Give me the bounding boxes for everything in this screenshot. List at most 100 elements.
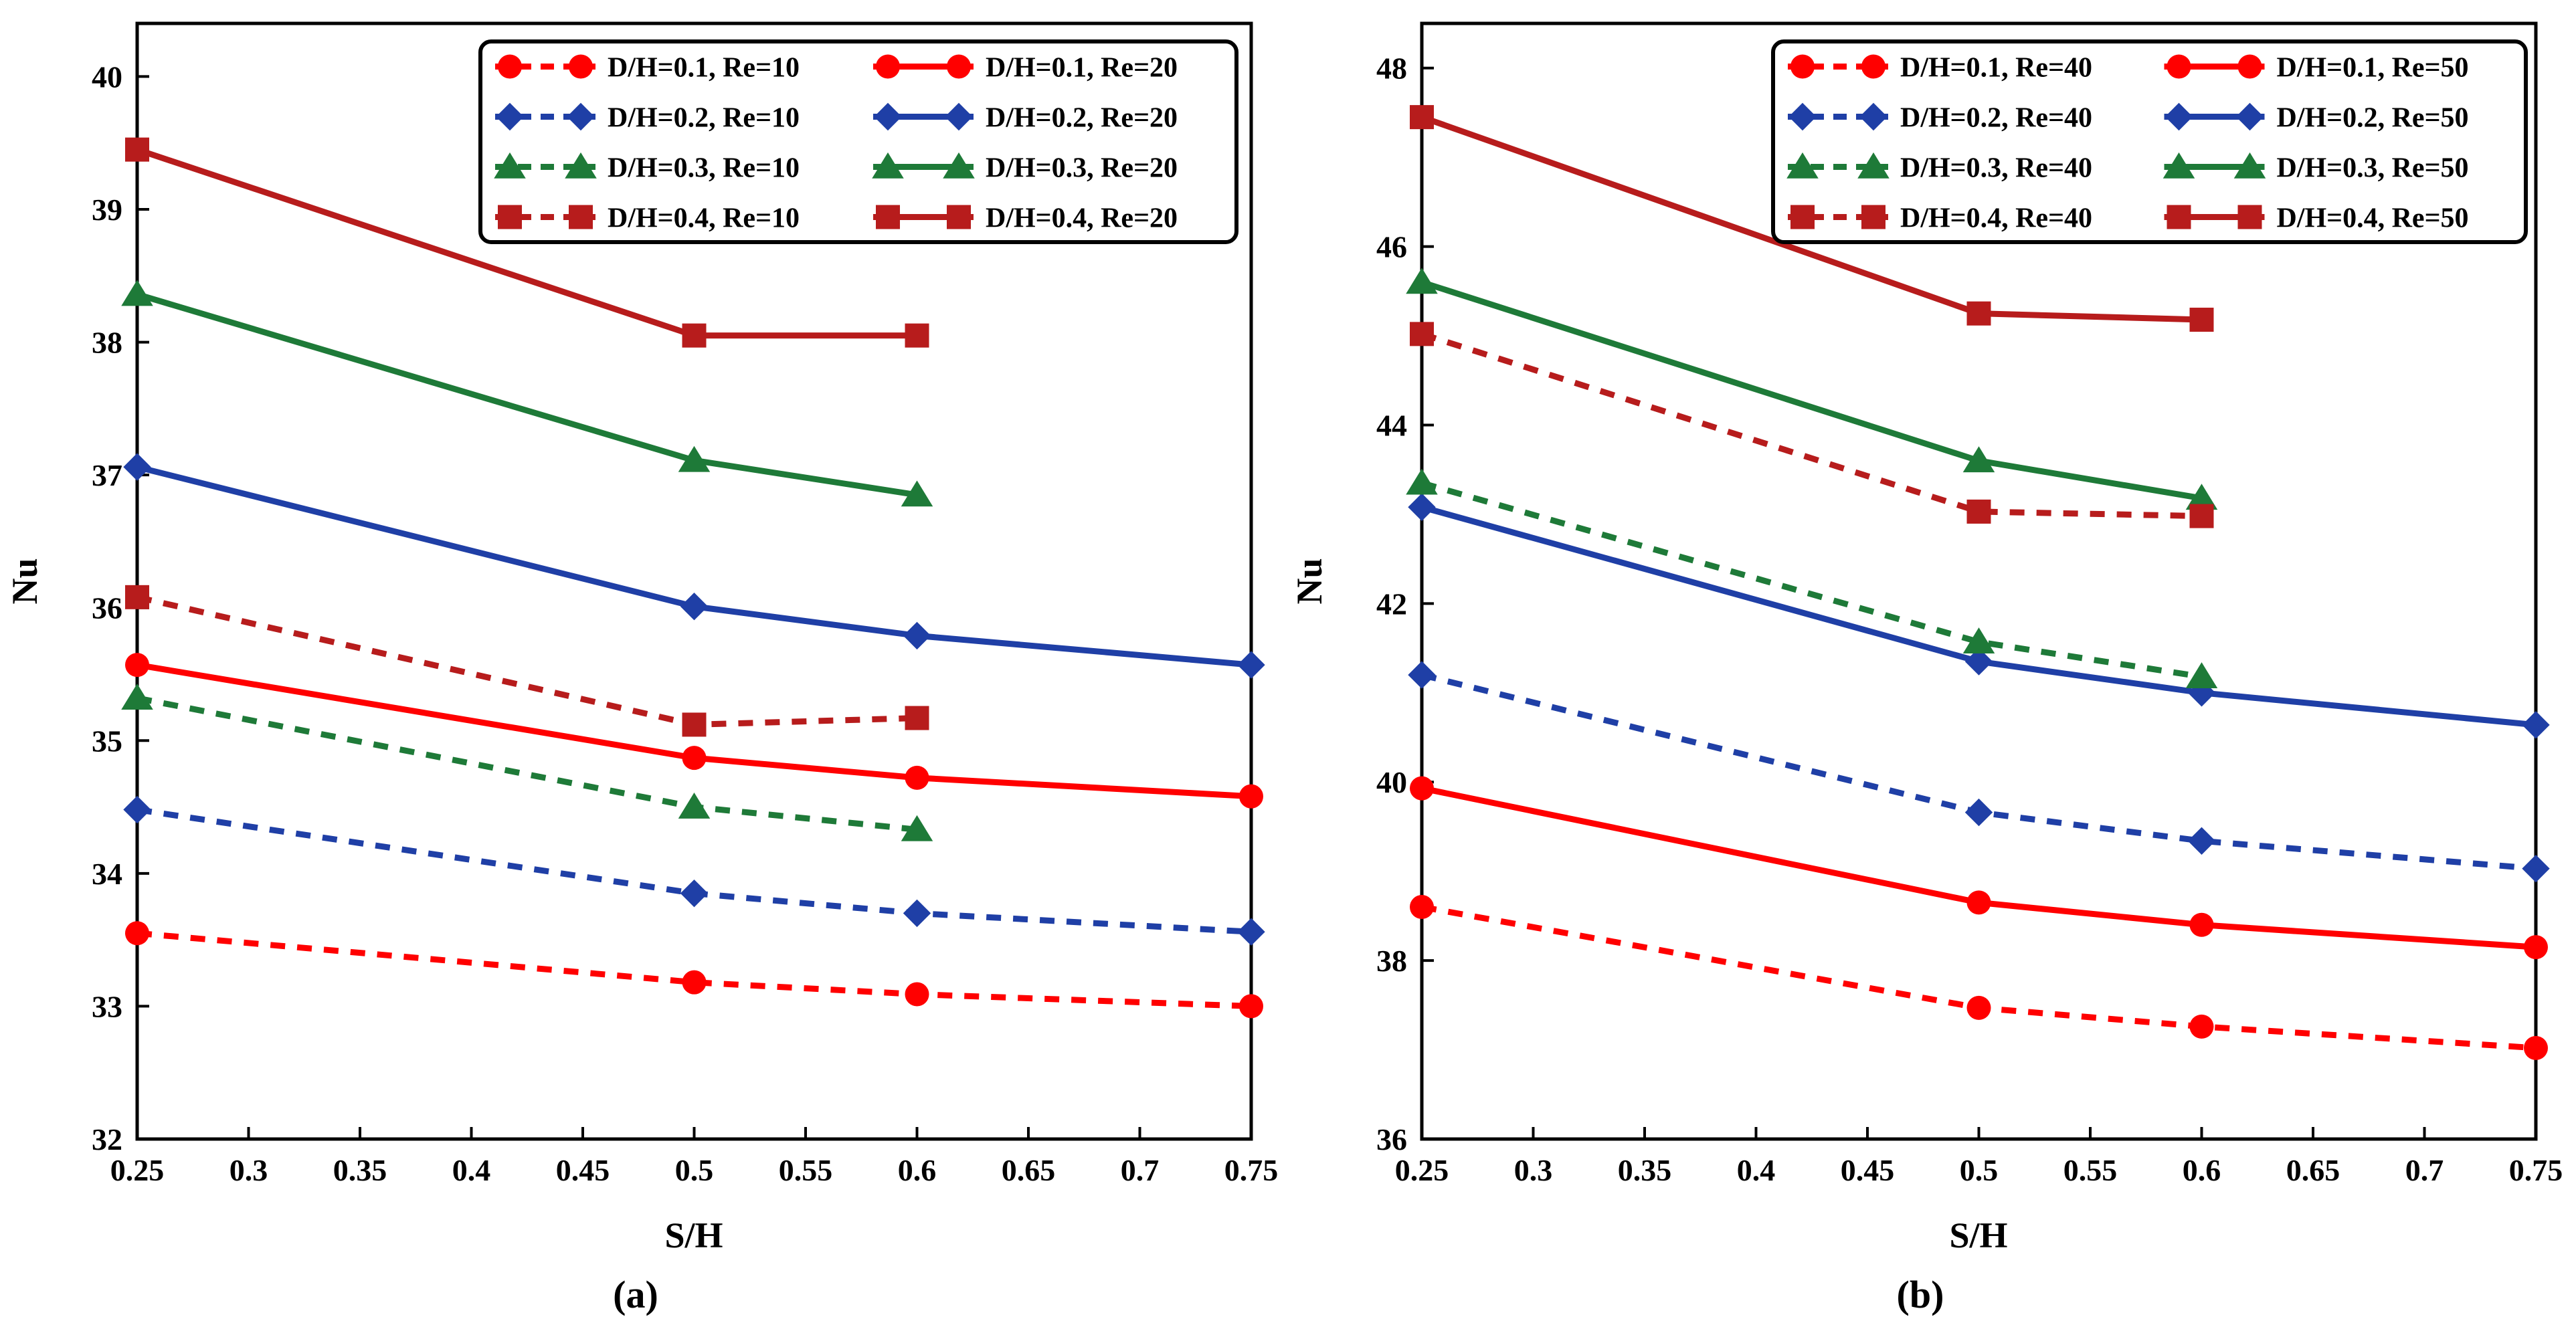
data-point	[2522, 854, 2550, 883]
x-tick-label: 0.7	[2405, 1153, 2444, 1187]
data-point	[680, 593, 709, 621]
legend-label: D/H=0.4, Re=50	[2277, 203, 2469, 234]
data-point	[1408, 661, 1436, 689]
x-tick-label: 0.45	[1841, 1153, 1895, 1187]
data-point	[1966, 301, 1991, 326]
legend-label: D/H=0.3, Re=20	[986, 153, 1178, 184]
legend-swatch-marker	[1786, 152, 1819, 179]
data-point	[682, 970, 707, 995]
y-tick-label: 42	[1376, 587, 1407, 621]
legend-swatch-marker	[496, 102, 524, 131]
series-line	[136, 594, 917, 728]
series-0	[125, 921, 1263, 1019]
legend-label: D/H=0.4, Re=20	[986, 203, 1178, 234]
series-6	[1410, 322, 2214, 528]
data-point	[905, 982, 929, 1007]
data-point	[1408, 493, 1436, 521]
legend-item: D/H=0.4, Re=50	[2164, 203, 2469, 234]
legend-swatch-marker	[2237, 205, 2262, 229]
legend-swatch-marker	[498, 54, 522, 79]
legend-label: D/H=0.3, Re=40	[1900, 153, 2092, 184]
x-tick-label: 0.25	[1395, 1153, 1449, 1187]
data-point	[2522, 711, 2550, 739]
legend-box	[1771, 39, 2528, 244]
legend-item: D/H=0.2, Re=40	[1788, 103, 2092, 134]
legend-swatch-marker	[876, 54, 900, 79]
data-point	[1410, 895, 1434, 920]
legend-item: D/H=0.4, Re=20	[873, 203, 1178, 234]
data-point	[125, 137, 149, 162]
legend: D/H=0.1, Re=40 D/H=0.1, Re=50 D/H=0.2, Re=…	[1771, 39, 2528, 244]
legend-swatch-marker	[872, 152, 904, 179]
data-point	[1237, 918, 1265, 946]
series-1	[1410, 776, 2548, 960]
data-point	[125, 585, 149, 609]
legend-item: D/H=0.1, Re=40	[1788, 53, 2092, 84]
series-6	[125, 585, 929, 737]
data-point	[901, 480, 933, 507]
legend-label: D/H=0.4, Re=10	[608, 203, 800, 234]
legend-swatch-marker	[947, 54, 971, 79]
data-point	[1239, 784, 1263, 809]
data-point	[121, 280, 153, 306]
x-tick-label: 0.65	[2286, 1153, 2340, 1187]
x-tick-label: 0.75	[2509, 1153, 2563, 1187]
legend-swatch-marker	[2235, 102, 2264, 131]
y-tick-label: 40	[1376, 765, 1407, 799]
legend-item: D/H=0.2, Re=20	[873, 103, 1178, 134]
series-line	[136, 930, 1252, 1009]
series-line	[136, 464, 1252, 668]
series-7	[1410, 105, 2214, 332]
legend-item: D/H=0.3, Re=40	[1786, 152, 2092, 184]
x-tick-label: 0.5	[675, 1153, 714, 1187]
data-point	[1966, 995, 1991, 1020]
legend-swatch-marker	[565, 152, 597, 179]
y-tick-label: 36	[92, 591, 122, 625]
data-point	[901, 815, 933, 841]
legend-swatch-marker	[2163, 152, 2195, 179]
data-point	[2189, 912, 2214, 937]
legend-swatch-marker	[498, 205, 522, 229]
legend-item: D/H=0.3, Re=50	[2163, 152, 2469, 184]
x-tick-label: 0.35	[333, 1153, 387, 1187]
y-tick-label: 48	[1376, 52, 1407, 86]
legend-item: D/H=0.3, Re=10	[494, 152, 800, 184]
chart-panel-a: 0.25 0.3 0.35 0.4 0.45 0.5 0.55 0.6 0.65 0.7 0.75 3…	[5, 21, 1278, 1316]
legend-item: D/H=0.4, Re=10	[495, 203, 800, 234]
x-axis-label: S/H	[664, 1215, 723, 1255]
data-point	[1966, 499, 1991, 524]
legend-label: D/H=0.1, Re=10	[608, 53, 800, 84]
x-tick-label: 0.35	[1618, 1153, 1672, 1187]
data-point	[903, 621, 931, 650]
y-axis-label: Nu	[1289, 558, 1329, 604]
y-tick-label: 37	[92, 458, 122, 492]
legend-swatch-marker	[947, 205, 971, 229]
data-point	[2524, 1035, 2548, 1060]
x-tick-label: 0.6	[2183, 1153, 2221, 1187]
y-tick-label: 35	[92, 724, 122, 758]
data-point	[2189, 308, 2214, 332]
legend-swatch-marker	[943, 152, 975, 179]
legend-swatch-marker	[2233, 152, 2266, 179]
data-point	[2524, 935, 2548, 960]
x-tick-label: 0.7	[1121, 1153, 1160, 1187]
y-tick-label: 46	[1376, 230, 1407, 264]
legend-swatch-marker	[945, 102, 973, 131]
data-point	[905, 323, 929, 348]
data-point	[123, 453, 151, 481]
data-point	[680, 879, 709, 908]
x-tick-label: 0.25	[110, 1153, 165, 1187]
data-point	[678, 792, 711, 819]
x-axis-label: S/H	[1949, 1215, 2007, 1255]
x-tick-label: 0.4	[452, 1153, 491, 1187]
x-tick-label: 0.5	[1960, 1153, 1999, 1187]
series-line	[136, 661, 1252, 800]
x-tick-label: 0.55	[779, 1153, 833, 1187]
legend-swatch-marker	[1790, 205, 1815, 229]
series-3	[1408, 493, 2550, 739]
legend-swatch-marker	[569, 54, 593, 79]
series-line	[1420, 331, 2202, 520]
series-3	[123, 453, 1265, 679]
chart-panel-b: 0.25 0.3 0.35 0.4 0.45 0.5 0.55 0.6 0.65 0.7 0.75 3…	[1289, 21, 2563, 1316]
series-line	[1421, 904, 2537, 1051]
